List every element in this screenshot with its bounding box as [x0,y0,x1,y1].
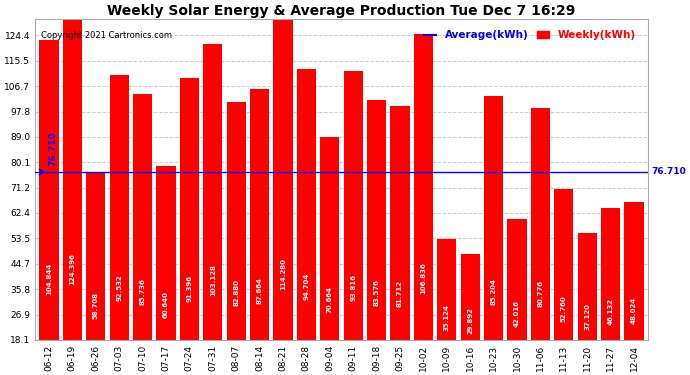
Bar [250,89,269,340]
Bar [344,71,363,340]
Bar [624,202,644,340]
Text: 103.128: 103.128 [210,264,216,296]
Text: 85.204: 85.204 [491,278,497,305]
Bar [180,78,199,340]
Text: 93.816: 93.816 [350,274,356,301]
Text: 82.880: 82.880 [233,279,239,306]
Text: 114.280: 114.280 [280,258,286,290]
Text: 87.664: 87.664 [257,277,263,304]
Text: 104.844: 104.844 [46,262,52,295]
Text: 85.736: 85.736 [139,278,146,305]
Bar [367,100,386,340]
Bar [39,39,59,340]
Text: 42.016: 42.016 [514,300,520,327]
Text: 76.710: 76.710 [48,131,57,166]
Bar [461,254,480,340]
Bar [507,219,526,340]
Text: 92.532: 92.532 [116,274,122,302]
Text: 37.120: 37.120 [584,303,590,330]
Bar [157,166,175,340]
Bar [273,12,293,340]
Bar [554,189,573,340]
Bar [601,208,620,340]
Text: 29.892: 29.892 [467,307,473,334]
Text: 76.710: 76.710 [651,167,687,176]
Text: 60.640: 60.640 [163,291,169,318]
Text: 70.664: 70.664 [327,286,333,313]
Bar [320,137,339,340]
Text: 83.576: 83.576 [373,279,380,306]
Bar [86,172,106,340]
Text: 46.132: 46.132 [608,298,613,325]
Text: 35.124: 35.124 [444,304,450,331]
Text: 106.836: 106.836 [420,262,426,294]
Text: 80.776: 80.776 [538,280,543,308]
Bar [578,234,597,340]
Text: 124.396: 124.396 [70,253,75,285]
Title: Weekly Solar Energy & Average Production Tue Dec 7 16:29: Weekly Solar Energy & Average Production… [107,4,575,18]
Text: 81.712: 81.712 [397,280,403,307]
Bar [484,96,503,340]
Bar [203,45,222,340]
Text: 48.024: 48.024 [631,297,637,324]
Bar [414,34,433,340]
Bar [63,0,82,340]
Text: 94.704: 94.704 [304,273,309,300]
Bar [226,102,246,340]
Bar [531,108,550,340]
Bar [391,106,410,340]
Text: Copyright 2021 Cartronics.com: Copyright 2021 Cartronics.com [41,30,172,39]
Bar [133,94,152,340]
Legend: Average(kWh), Weekly(kWh): Average(kWh), Weekly(kWh) [420,26,640,45]
Bar [110,75,129,340]
Bar [437,239,456,340]
Text: 58.708: 58.708 [92,292,99,319]
Text: 52.760: 52.760 [561,295,566,322]
Bar [297,69,316,340]
Text: 91.396: 91.396 [186,275,193,302]
